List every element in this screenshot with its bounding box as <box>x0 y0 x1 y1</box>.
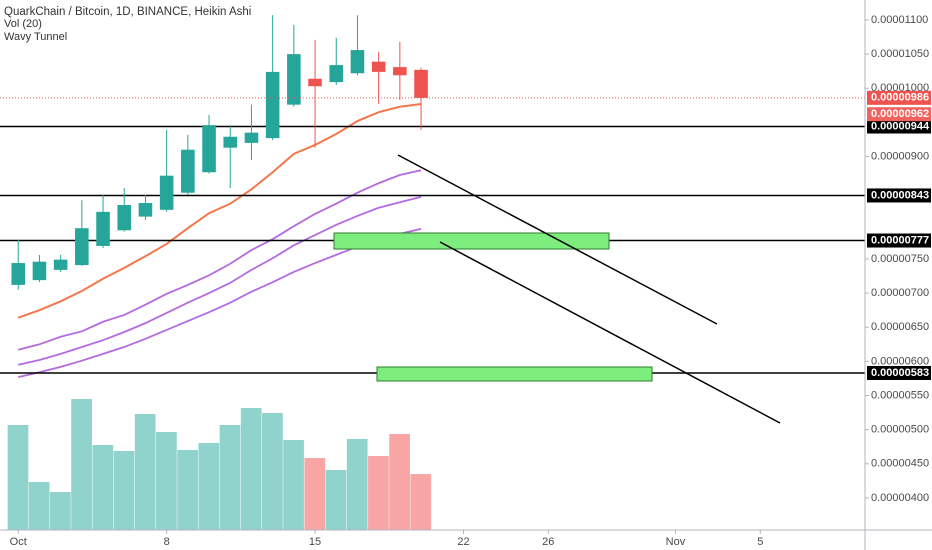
tunnel-line <box>18 169 422 351</box>
volume-bar <box>198 443 220 530</box>
zone-box <box>333 232 610 250</box>
y-tick-label: 0.00001100 <box>871 14 928 26</box>
candle-body <box>244 132 259 143</box>
candle-body <box>75 228 89 266</box>
y-tick-label: 0.00000550 <box>871 389 929 401</box>
y-tick-label: 0.00000650 <box>871 321 929 333</box>
x-tick-label: 15 <box>309 536 321 548</box>
volume-bar <box>177 450 198 530</box>
candle-body <box>393 67 407 76</box>
indicator-label: Wavy Tunnel <box>4 31 67 43</box>
candle-body <box>265 71 280 139</box>
candle-body <box>350 50 365 74</box>
volume-bar <box>50 492 71 530</box>
level-tag <box>867 119 931 134</box>
x-tick-label: 8 <box>164 536 170 548</box>
y-tick-label: 0.00000400 <box>871 492 929 504</box>
volume-bar <box>262 413 283 530</box>
volume-bar <box>346 439 368 530</box>
x-tick-label: 22 <box>457 536 469 548</box>
level-tag <box>867 365 931 380</box>
candle-body <box>159 175 174 210</box>
candle-body <box>53 259 68 270</box>
level-tag <box>867 188 931 203</box>
candle-body <box>117 205 132 231</box>
volume-bar <box>7 425 29 530</box>
y-tick-label: 0.00000900 <box>871 150 929 162</box>
y-tick-label: 0.00001050 <box>871 48 929 60</box>
price-label: 0.00000962 <box>871 108 929 120</box>
plot: Oct 8 15 22 26 Nov 5 <box>0 15 865 548</box>
tunnel-line <box>17 102 422 319</box>
candle-body <box>181 149 195 193</box>
candle-body <box>11 263 26 285</box>
volume-bar <box>368 456 389 530</box>
level-label: 0.00000777 <box>871 234 929 246</box>
candle-body <box>287 54 301 105</box>
trend-line <box>439 241 781 424</box>
candle-body <box>414 69 428 98</box>
x-tick-label: Nov <box>666 536 686 548</box>
volume-bar <box>92 445 114 530</box>
volume-bar <box>410 474 432 530</box>
x-tick-label: 5 <box>757 536 763 548</box>
level-tag <box>867 233 931 248</box>
price-tag <box>867 90 931 105</box>
y-tick-label: 0.00000450 <box>871 458 929 470</box>
trend-line <box>397 154 718 325</box>
candle-body <box>138 202 153 217</box>
candle-body <box>96 211 110 246</box>
y-tick-label: 0.00000600 <box>871 355 929 367</box>
y-tick-label: 0.00000700 <box>871 287 929 299</box>
price-tag <box>867 107 931 122</box>
zone-box <box>376 366 653 382</box>
candle-body <box>308 78 322 87</box>
volume-bar <box>325 470 347 530</box>
tunnel-line <box>18 195 422 366</box>
volume-bar <box>28 482 50 530</box>
candle-body <box>202 125 216 173</box>
candle-body <box>329 65 344 83</box>
chart-title: QuarkChain / Bitcoin, 1D, BINANCE, Heiki… <box>4 6 251 18</box>
volume-bar <box>134 414 156 530</box>
volume-bar <box>156 432 177 530</box>
level-label: 0.00000944 <box>871 120 930 132</box>
volume-bar <box>240 408 262 530</box>
x-tick-label: 26 <box>542 536 554 548</box>
y-tick-label: 0.00000500 <box>871 424 929 436</box>
indicator-label: Vol (20) <box>4 18 42 30</box>
candle-body <box>32 261 47 281</box>
volume-bar <box>304 458 326 530</box>
y-tick-label: 0.00000750 <box>871 253 929 265</box>
price-label: 0.00000986 <box>871 92 929 104</box>
candle-body <box>371 61 386 72</box>
volume-bar <box>389 434 410 530</box>
volume-bar <box>71 399 92 530</box>
volume-bar <box>219 425 241 530</box>
level-label: 0.00000583 <box>871 367 929 379</box>
level-label: 0.00000843 <box>871 189 929 201</box>
x-tick-label: Oct <box>10 536 27 548</box>
volume-bar <box>113 451 135 530</box>
volume-bar <box>283 440 304 530</box>
candle-body <box>223 136 238 148</box>
